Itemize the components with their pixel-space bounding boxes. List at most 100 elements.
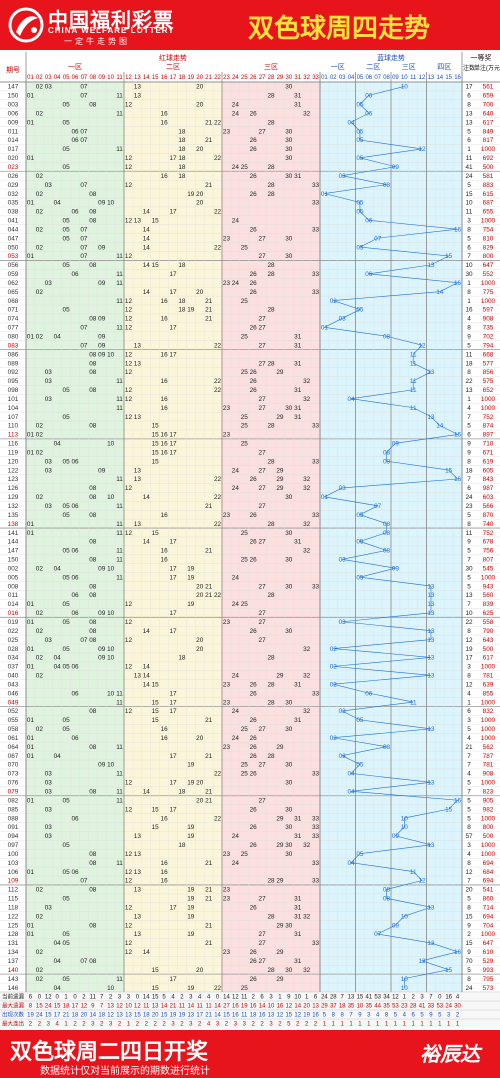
blue-ball: 15	[445, 806, 453, 813]
stats-blue-value: 35	[383, 1004, 390, 1010]
red-ball: 33	[312, 878, 320, 885]
red-ball: 23	[223, 432, 231, 439]
red-ball: 06	[71, 690, 79, 697]
stats-blue-value: 7	[341, 995, 345, 1001]
red-ball: 14	[143, 949, 151, 956]
blue-ball: 09	[392, 441, 400, 448]
issue-number: 131	[8, 940, 19, 947]
red-ball: 08	[89, 851, 97, 858]
stats-red-value: 14	[161, 1004, 168, 1010]
red-ball: 28	[267, 592, 275, 599]
stats-blue-value: 35	[365, 1004, 372, 1010]
red-ball: 12	[125, 780, 133, 787]
red-ball: 01	[27, 922, 35, 929]
red-number-header: 18	[179, 75, 186, 81]
blue-ball: 13	[427, 780, 435, 787]
red-trend-header: 红球走势	[159, 53, 187, 62]
red-number-header: 12	[125, 75, 132, 81]
prize-amount: 756	[483, 548, 494, 555]
red-ball: 21	[205, 119, 213, 126]
issue-number: 061	[8, 735, 19, 742]
prize-count: 13	[465, 119, 473, 126]
red-ball: 29	[276, 815, 284, 822]
blue-ball: 13	[427, 610, 435, 617]
red-ball: 02	[36, 449, 44, 456]
issue-number: 067	[8, 753, 19, 760]
stats-red-value: 2	[38, 1022, 42, 1028]
red-ball: 07	[80, 325, 88, 332]
issue-number: 082	[8, 797, 19, 804]
red-ball: 12	[125, 904, 133, 911]
issue-number: 043	[8, 681, 19, 688]
red-ball: 08	[89, 485, 97, 492]
red-ball: 29	[276, 485, 284, 492]
red-ball: 24	[232, 673, 240, 680]
red-ball: 12	[125, 218, 133, 225]
red-ball: 21	[205, 896, 213, 903]
stats-red-value: 20	[303, 1004, 310, 1010]
issue-number: 032	[8, 191, 19, 198]
blue-ball: 05	[356, 307, 364, 314]
prize-amount: 617	[483, 655, 494, 662]
red-ball: 12	[125, 664, 133, 671]
stats-blue-value: 15	[357, 995, 364, 1001]
red-ball: 06	[71, 574, 79, 581]
red-ball: 07	[80, 93, 88, 100]
red-ball: 08	[89, 637, 97, 644]
red-ball: 10	[107, 494, 115, 501]
blue-ball: 10	[401, 985, 409, 992]
prize-count: 6	[467, 708, 471, 715]
prize-amount: 1000	[481, 931, 496, 938]
stats-red-value: 5	[287, 1022, 291, 1028]
red-ball: 02	[36, 976, 44, 983]
blue-ball: 10	[401, 913, 409, 920]
footer: 双色球周二四日开奖 数据统计仅对当前展示的期数进行统计 裕辰达	[0, 1030, 500, 1078]
stats-red-value: 2	[314, 1022, 318, 1028]
prize-count: 5	[467, 967, 471, 974]
red-ball: 28	[267, 271, 275, 278]
red-ball: 27	[259, 449, 267, 456]
red-zone-header: 一区	[68, 63, 82, 71]
red-ball: 04	[54, 565, 62, 572]
blue-zone-header: 二区	[366, 63, 380, 71]
red-ball: 24	[232, 102, 240, 109]
stats-red-value: 13	[107, 1004, 114, 1010]
stats-blue-value: 1	[349, 1022, 353, 1028]
stats-red-value: 13	[312, 1004, 319, 1010]
issue-number: 092	[8, 369, 19, 376]
red-ball: 33	[312, 182, 320, 189]
issue-number: 008	[8, 583, 19, 590]
red-ball: 27	[259, 896, 267, 903]
red-ball: 17	[169, 699, 177, 706]
prize-count: 8	[467, 369, 471, 376]
red-ball: 22	[214, 476, 222, 483]
red-ball: 32	[303, 476, 311, 483]
stats-red-value: 14	[259, 1004, 266, 1010]
prize-amount: 647	[483, 262, 494, 269]
red-ball: 03	[45, 396, 53, 403]
red-ball: 26	[250, 904, 258, 911]
issue-number: 128	[8, 931, 19, 938]
brand-slogan: 一定牛走势图	[64, 37, 130, 46]
stats-blue-value: 28	[410, 1004, 417, 1010]
prize-count: 7	[467, 878, 471, 885]
stats-red-value: 13	[152, 1004, 159, 1010]
red-ball: 21	[205, 940, 213, 947]
red-ball: 27	[259, 503, 267, 510]
red-ball: 08	[89, 209, 97, 216]
red-ball: 12	[125, 182, 133, 189]
issue-number: 068	[8, 298, 19, 305]
red-ball: 03	[45, 280, 53, 287]
red-ball: 20	[196, 646, 204, 653]
prize-amount: 1000	[481, 815, 496, 822]
stats-red-value: 12	[232, 995, 239, 1001]
issue-number: 089	[8, 360, 19, 367]
prize-count: 21	[465, 744, 473, 751]
red-ball: 29	[276, 842, 284, 849]
blue-ball: 04	[348, 396, 356, 403]
issue-number: 123	[8, 476, 19, 483]
red-ball: 17	[169, 780, 177, 787]
stats-red-value: 19	[27, 1013, 34, 1019]
red-ball: 02	[36, 628, 44, 635]
red-ball: 14	[143, 244, 151, 251]
